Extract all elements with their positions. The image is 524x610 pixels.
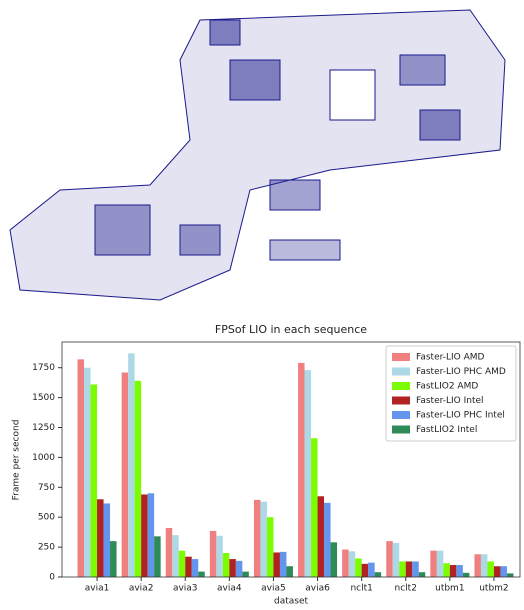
y-tick-label: 1000 bbox=[32, 453, 55, 463]
bar bbox=[84, 368, 91, 577]
legend-swatch bbox=[392, 368, 410, 376]
y-tick-label: 750 bbox=[38, 483, 55, 493]
y-tick-label: 500 bbox=[38, 513, 55, 523]
bar bbox=[324, 503, 331, 577]
bar bbox=[254, 500, 261, 577]
x-tick-label: avia6 bbox=[305, 584, 330, 594]
bar bbox=[298, 363, 305, 577]
bar bbox=[412, 561, 419, 577]
bar bbox=[166, 528, 173, 577]
bar bbox=[311, 438, 318, 577]
x-axis-label: dataset bbox=[274, 597, 308, 607]
bar bbox=[355, 558, 362, 577]
bar bbox=[128, 353, 135, 577]
chart-title: FPSof LIO in each sequence bbox=[215, 323, 367, 336]
bar bbox=[192, 559, 199, 577]
bar bbox=[494, 566, 501, 577]
bar bbox=[229, 559, 236, 577]
bar bbox=[368, 563, 375, 577]
bar bbox=[430, 551, 437, 577]
y-tick-label: 0 bbox=[49, 573, 55, 583]
bar bbox=[110, 541, 117, 577]
legend-swatch bbox=[392, 382, 410, 390]
y-tick-label: 1750 bbox=[32, 363, 55, 373]
bar bbox=[78, 359, 85, 577]
bar bbox=[375, 572, 382, 577]
y-tick-label: 1250 bbox=[32, 423, 55, 433]
bar bbox=[273, 552, 280, 577]
legend-label: Faster-LIO Intel bbox=[416, 396, 484, 406]
bar bbox=[481, 554, 488, 577]
legend-label: Faster-LIO PHC AMD bbox=[416, 367, 506, 377]
y-tick-label: 1500 bbox=[32, 393, 55, 403]
bar bbox=[148, 493, 155, 577]
bar bbox=[223, 553, 230, 577]
x-tick-label: utbm2 bbox=[479, 584, 508, 594]
bar bbox=[185, 557, 192, 577]
x-tick-label: avia4 bbox=[217, 584, 242, 594]
y-axis-label: Frame per second bbox=[12, 420, 22, 501]
bar bbox=[280, 552, 287, 577]
bar bbox=[216, 536, 223, 577]
legend-label: Faster-LIO AMD bbox=[416, 353, 485, 363]
bar bbox=[97, 499, 104, 577]
bar bbox=[406, 561, 413, 577]
legend-label: FastLIO2 Intel bbox=[416, 425, 477, 435]
bar bbox=[463, 573, 470, 577]
bar bbox=[267, 517, 274, 577]
bar bbox=[242, 572, 249, 577]
x-tick-label: utbm1 bbox=[435, 584, 464, 594]
page: FPSof LIO in each sequence dataset Frame… bbox=[0, 0, 524, 606]
bar bbox=[318, 496, 325, 577]
bar bbox=[91, 384, 98, 577]
bar bbox=[437, 551, 444, 577]
bar bbox=[286, 566, 293, 577]
bar bbox=[419, 572, 426, 577]
bar bbox=[198, 572, 205, 577]
x-tick-label: avia5 bbox=[261, 584, 286, 594]
legend-label: Faster-LIO PHC Intel bbox=[416, 411, 505, 421]
bar bbox=[260, 502, 267, 577]
bar bbox=[172, 535, 179, 577]
x-tick-label: avia1 bbox=[85, 584, 110, 594]
bar bbox=[507, 573, 514, 577]
bar bbox=[393, 543, 400, 577]
bar bbox=[210, 531, 217, 577]
bar bbox=[135, 381, 142, 577]
bar bbox=[122, 372, 128, 577]
legend-swatch bbox=[392, 411, 410, 419]
bar bbox=[487, 561, 494, 577]
x-tick-label: avia3 bbox=[173, 584, 198, 594]
bar bbox=[386, 541, 393, 577]
bar bbox=[154, 536, 161, 577]
legend-swatch bbox=[392, 397, 410, 405]
bar bbox=[179, 551, 186, 577]
bar bbox=[399, 561, 406, 577]
bar bbox=[104, 503, 111, 577]
bar bbox=[450, 565, 457, 577]
bar bbox=[342, 549, 349, 577]
bar bbox=[141, 494, 148, 577]
x-tick-label: nclt1 bbox=[350, 584, 372, 594]
legend-swatch bbox=[392, 426, 410, 434]
bar bbox=[474, 554, 481, 577]
x-tick-label: nclt2 bbox=[395, 584, 417, 594]
bar bbox=[236, 561, 243, 577]
x-tick-label: avia2 bbox=[129, 584, 154, 594]
bar bbox=[456, 565, 463, 577]
bar bbox=[305, 370, 312, 577]
point-cloud-map bbox=[10, 10, 505, 300]
y-tick-label: 250 bbox=[38, 543, 55, 553]
legend-label: FastLIO2 AMD bbox=[416, 382, 478, 392]
legend-swatch bbox=[392, 353, 410, 361]
bar bbox=[331, 542, 338, 577]
bar bbox=[349, 551, 356, 577]
bar bbox=[500, 566, 507, 577]
bar bbox=[362, 564, 369, 577]
plot: 0 250 500 750 1000 1250 1500 1750 avia1 avia2 avia… bbox=[32, 346, 516, 594]
bar bbox=[443, 563, 450, 577]
